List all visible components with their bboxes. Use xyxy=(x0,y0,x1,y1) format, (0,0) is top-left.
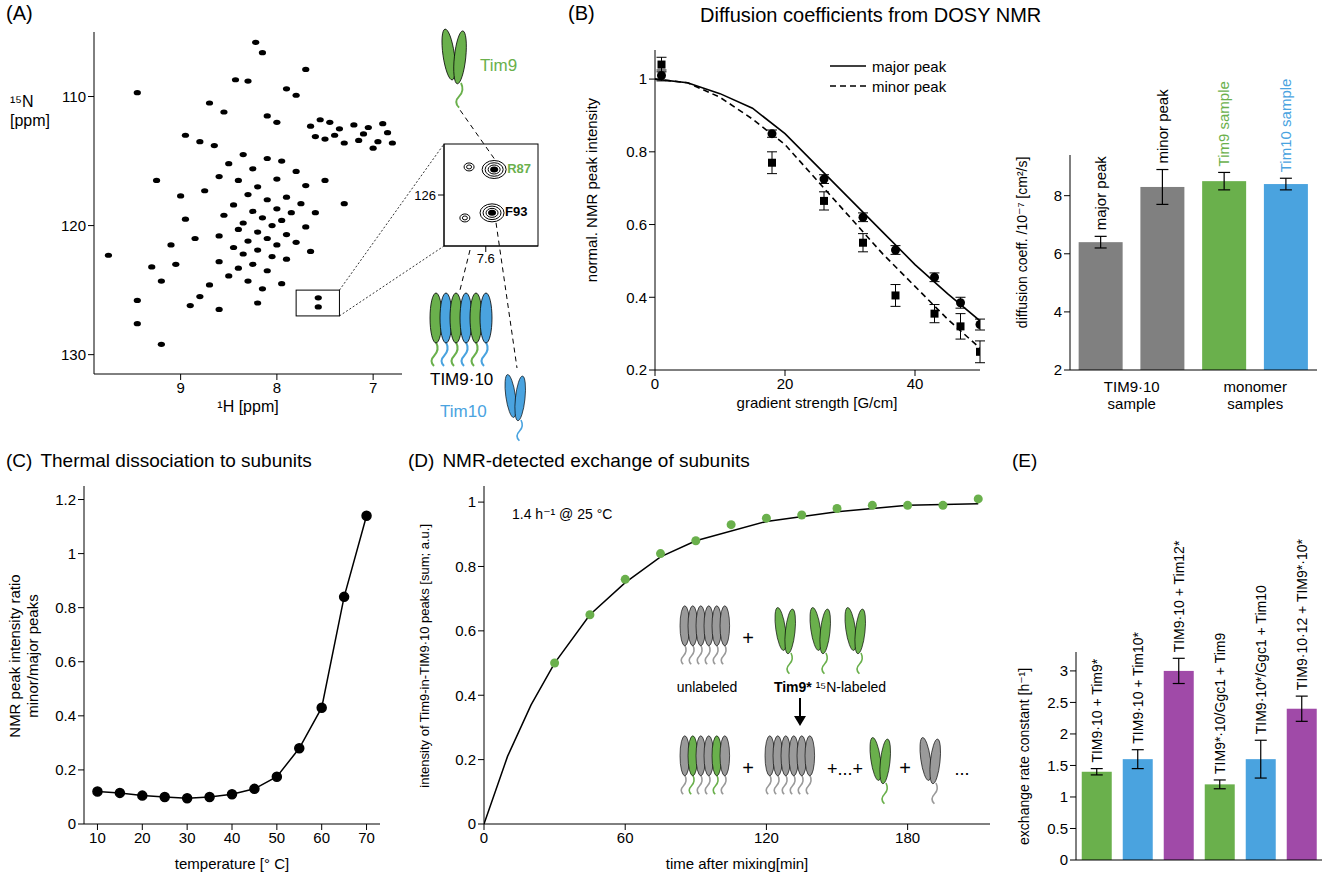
html-text:normal. NMR peak intensity: normal. NMR peak intensity xyxy=(583,97,600,283)
svg-text:+: + xyxy=(899,757,911,779)
html-text:minor/major peaks: minor/major peaks xyxy=(24,594,41,718)
html-text:temperature [° C]: temperature [° C] xyxy=(174,855,290,872)
svg-text:Tim9* ¹⁵N-labeled: Tim9* ¹⁵N-labeled xyxy=(774,679,886,695)
svg-text:2: 2 xyxy=(1054,361,1062,378)
svg-text:0.6: 0.6 xyxy=(626,216,647,233)
html-text:1.4 h⁻¹ @ 25 °C: 1.4 h⁻¹ @ 25 °C xyxy=(512,506,613,522)
svg-text:120: 120 xyxy=(754,829,779,846)
svg-text:6: 6 xyxy=(1054,245,1062,262)
svg-text:70: 70 xyxy=(358,829,375,846)
html-text:(D) NMR-detected exchange of s: (D) NMR-detected exchange of subunits xyxy=(408,450,750,471)
html-text:TIM9·10: TIM9·10 xyxy=(430,370,494,389)
svg-text:TIM9·10·12 + TIM9*·10*: TIM9·10·12 + TIM9*·10* xyxy=(1294,538,1310,690)
svg-text:TIM9·10 + Tim9*: TIM9·10 + Tim9* xyxy=(1089,658,1105,762)
svg-text:8: 8 xyxy=(273,379,281,396)
svg-text:0.2: 0.2 xyxy=(55,761,76,778)
svg-text:0.8: 0.8 xyxy=(626,143,647,160)
svg-text:40: 40 xyxy=(907,375,924,392)
svg-text:TIM9·10 + Tim10*: TIM9·10 + Tim10* xyxy=(1130,631,1146,743)
svg-text:TIM9·10*/Ggc1 + Tim10: TIM9·10*/Ggc1 + Tim10 xyxy=(1253,585,1269,734)
svg-text:0.8: 0.8 xyxy=(455,558,476,575)
svg-text:major peak: major peak xyxy=(1092,156,1109,231)
html-text:(C) Thermal dissociation to su: (C) Thermal dissociation to subunits xyxy=(6,450,312,471)
svg-text:1.2: 1.2 xyxy=(55,491,76,508)
svg-text:8: 8 xyxy=(1054,187,1062,204)
svg-text:40: 40 xyxy=(224,829,241,846)
svg-text:1: 1 xyxy=(468,493,476,510)
html-text:diffusion coeff. /10⁻⁷ [cm²/s]: diffusion coeff. /10⁻⁷ [cm²/s] xyxy=(1013,156,1030,328)
svg-text:0: 0 xyxy=(480,829,488,846)
html-text:(E): (E) xyxy=(1012,450,1038,471)
svg-text:0.5: 0.5 xyxy=(1047,820,1068,837)
svg-text:...: ... xyxy=(954,759,969,779)
svg-text:TIM9*·10/Ggc1 + Tim9: TIM9*·10/Ggc1 + Tim9 xyxy=(1212,633,1228,774)
html-text:exchange rate constant [h⁻¹]: exchange rate constant [h⁻¹] xyxy=(1015,667,1032,845)
svg-text:0.4: 0.4 xyxy=(455,687,476,704)
svg-text:monomersamples: monomersamples xyxy=(1224,378,1287,412)
svg-text:4: 4 xyxy=(1054,303,1062,320)
svg-text:TIM9·10sample: TIM9·10sample xyxy=(1104,378,1160,412)
svg-text:120: 120 xyxy=(61,217,86,234)
svg-text:0.2: 0.2 xyxy=(455,751,476,768)
html-text:R87: R87 xyxy=(507,160,531,176)
svg-text:0.6: 0.6 xyxy=(455,622,476,639)
html-text:major peak: major peak xyxy=(872,57,947,75)
svg-text:0.8: 0.8 xyxy=(55,599,76,616)
svg-text:2.5: 2.5 xyxy=(1047,694,1068,711)
svg-text:10: 10 xyxy=(89,829,106,846)
html-text:Tim9: Tim9 xyxy=(480,56,518,75)
html-text:[ppm]: [ppm] xyxy=(10,112,50,129)
svg-text:unlabeled: unlabeled xyxy=(677,679,738,695)
svg-text:+: + xyxy=(742,627,754,649)
html-text:NMR peak intensity ratio: NMR peak intensity ratio xyxy=(6,574,23,738)
svg-text:1.5: 1.5 xyxy=(1047,757,1068,774)
svg-text:0.2: 0.2 xyxy=(626,361,647,378)
svg-text:0: 0 xyxy=(1060,851,1068,868)
svg-text:2: 2 xyxy=(1060,725,1068,742)
svg-text:60: 60 xyxy=(313,829,330,846)
svg-text:0: 0 xyxy=(468,815,476,832)
svg-text:30: 30 xyxy=(179,829,196,846)
html-text:(B): (B) xyxy=(568,2,595,24)
svg-text:126: 126 xyxy=(414,188,436,203)
html-text:Diffusion coefficients from DO: Diffusion coefficients from DOSY NMR xyxy=(700,4,1042,26)
html-text:minor peak: minor peak xyxy=(872,77,947,95)
html-text:time after mixing[min]: time after mixing[min] xyxy=(665,855,809,872)
svg-text:0.4: 0.4 xyxy=(626,289,647,306)
html-text:¹⁵N: ¹⁵N xyxy=(10,93,34,110)
html-text:F93: F93 xyxy=(505,203,528,219)
svg-text:7: 7 xyxy=(369,379,377,396)
svg-text:1: 1 xyxy=(68,545,76,562)
svg-text:Tim9 sample: Tim9 sample xyxy=(1215,81,1232,166)
svg-text:130: 130 xyxy=(61,346,86,363)
svg-text:20: 20 xyxy=(777,375,794,392)
html-text:gradient strength [G/cm]: gradient strength [G/cm] xyxy=(736,394,898,411)
svg-text:0.4: 0.4 xyxy=(55,707,76,724)
svg-text:0.6: 0.6 xyxy=(55,653,76,670)
svg-text:+...+: +...+ xyxy=(827,759,863,779)
html-text:intensity of Tim9-in-TIM9·10 p: intensity of Tim9-in-TIM9·10 peaks [sum;… xyxy=(417,524,433,788)
svg-text:Tim10 sample: Tim10 sample xyxy=(1277,79,1294,173)
svg-text:0: 0 xyxy=(68,815,76,832)
svg-text:60: 60 xyxy=(617,829,634,846)
svg-text:3: 3 xyxy=(1060,662,1068,679)
html-text:(A): (A) xyxy=(6,2,33,24)
svg-text:+: + xyxy=(742,757,754,779)
svg-text:180: 180 xyxy=(895,829,920,846)
svg-text:TIM9·10 + Tim12*: TIM9·10 + Tim12* xyxy=(1171,540,1187,652)
svg-text:50: 50 xyxy=(269,829,286,846)
svg-text:0: 0 xyxy=(651,375,659,392)
html-text:Tim10: Tim10 xyxy=(440,402,487,421)
svg-text:7.6: 7.6 xyxy=(477,251,495,266)
svg-text:110: 110 xyxy=(62,88,86,105)
svg-text:9: 9 xyxy=(176,379,184,396)
svg-text:1: 1 xyxy=(1060,788,1068,805)
svg-text:20: 20 xyxy=(134,829,151,846)
html-text:¹H [ppm]: ¹H [ppm] xyxy=(217,398,279,415)
svg-text:1: 1 xyxy=(639,70,647,87)
svg-text:minor peak: minor peak xyxy=(1154,89,1171,164)
